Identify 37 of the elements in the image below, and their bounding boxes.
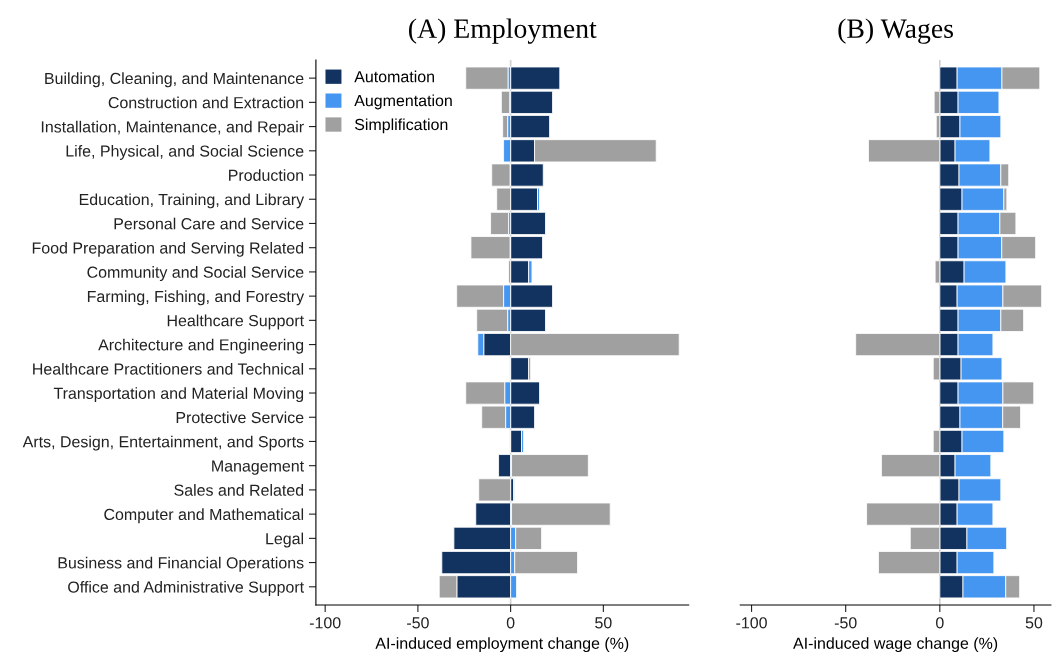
y-tick-label: Building, Cleaning, and Maintenance	[45, 72, 304, 88]
x-tick-label: 50	[1025, 617, 1043, 629]
x-tick-label: -100	[309, 617, 341, 629]
x-axis-title: AI-induced wage change (%)	[793, 637, 998, 653]
y-tick-label: Sales and Related	[174, 484, 304, 496]
x-tick-label: -50	[407, 617, 429, 629]
y-tick-label: Protective Service	[176, 411, 304, 424]
x-tick-label: 50	[595, 617, 612, 629]
chart-title: (B) Wages	[838, 18, 953, 44]
chart-title: (A) Employment	[409, 18, 597, 44]
y-tick-label: Transportation and Material Moving	[53, 387, 304, 403]
y-tick-label: Office and Administrative Support	[68, 581, 304, 596]
y-tick-label: Education, Training, and Library	[79, 193, 305, 209]
y-tick-label: Arts, Design, Entertainment, and Sports	[22, 435, 304, 451]
y-tick-label: Healthcare Support	[167, 314, 304, 330]
y-tick-label: Life, Physical, and Social Science	[66, 145, 304, 160]
y-tick-label: Legal	[266, 532, 304, 548]
y-tick-label: Farming, Fishing, and Forestry	[87, 290, 305, 306]
y-tick-label: Management	[212, 460, 304, 475]
legend-label: Simplification	[354, 118, 448, 134]
y-tick-label: Construction and Extraction	[108, 96, 304, 109]
y-tick-label: Healthcare Practitioners and Technical	[33, 363, 304, 375]
legend-label: Automation	[354, 70, 434, 83]
y-tick-label: Food Preparation and Serving Related	[32, 241, 304, 257]
y-tick-label: Business and Financial Operations	[58, 556, 304, 572]
y-tick-label: Community and Social Service	[87, 266, 304, 282]
x-tick-label: 0	[936, 617, 944, 629]
y-tick-label: Architecture and Engineering	[98, 338, 304, 354]
y-tick-label: Personal Care and Service	[114, 217, 304, 230]
legend-label: Augmentation	[354, 94, 452, 110]
x-tick-label: 0	[506, 617, 515, 629]
x-tick-label: -100	[736, 617, 767, 629]
y-tick-label: Installation, Maintenance, and Repair	[41, 120, 304, 136]
x-axis-title: AI-induced employment change (%)	[375, 637, 629, 653]
y-tick-label: Computer and Mathematical	[104, 508, 304, 524]
x-tick-label: -50	[834, 617, 857, 629]
y-tick-label: Production	[229, 169, 304, 181]
